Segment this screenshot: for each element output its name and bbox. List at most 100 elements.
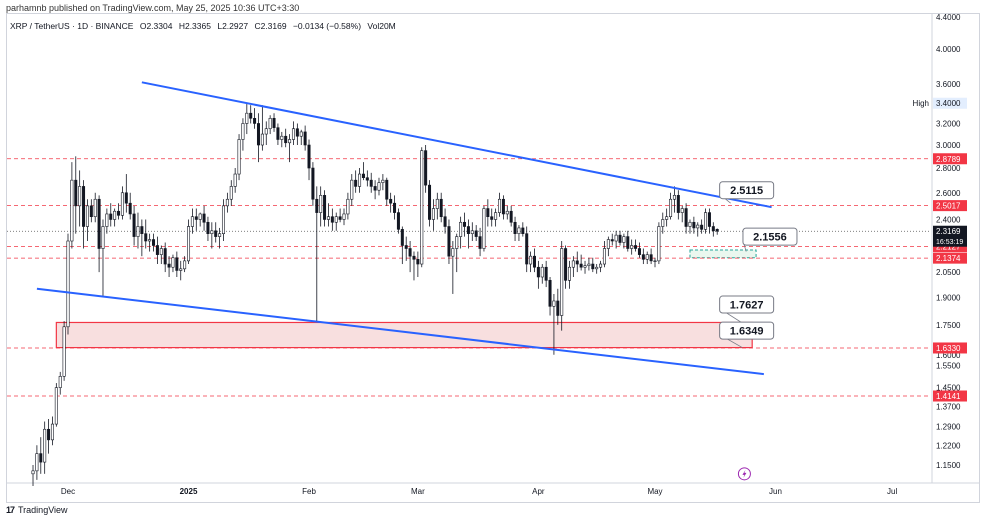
candle-body — [179, 268, 183, 271]
high-price-tag-bg — [933, 97, 967, 109]
candle — [233, 168, 237, 193]
candle-body — [280, 135, 284, 140]
y-tick-label: 2.8000 — [936, 164, 961, 173]
candle-body — [540, 266, 544, 278]
candle-body — [50, 423, 54, 441]
candle — [276, 123, 280, 146]
level-price-tag: 2.1374 — [936, 254, 961, 263]
candle — [128, 192, 132, 220]
level-price-tag: 2.2127 — [936, 243, 961, 252]
candle — [521, 222, 525, 237]
tradingview-logo-icon: 17 — [6, 505, 15, 515]
candle-body — [311, 167, 315, 200]
candle — [241, 118, 245, 151]
candle-body — [544, 266, 548, 281]
y-tick-label: 1.6000 — [936, 351, 961, 360]
y-tick-label: 1.7500 — [936, 321, 961, 330]
candle — [532, 248, 536, 273]
candle — [447, 219, 451, 265]
candle — [482, 205, 486, 252]
candle-body — [711, 226, 715, 232]
candle — [249, 105, 253, 124]
candle-body — [474, 230, 478, 237]
candle — [35, 445, 39, 480]
candle — [669, 192, 673, 220]
candle — [152, 233, 156, 252]
legend-close: C2.3169 — [254, 21, 287, 31]
candle — [420, 147, 424, 268]
y-tick-label: 2.0500 — [936, 268, 961, 277]
candle — [307, 139, 311, 181]
y-tick-label: 2.6000 — [936, 189, 961, 198]
candle — [326, 203, 330, 227]
candle — [179, 260, 183, 281]
candle — [404, 236, 408, 261]
candle — [373, 180, 377, 200]
candle — [466, 219, 470, 249]
candle-body — [101, 226, 105, 249]
candle-body — [338, 216, 342, 220]
candle-body — [404, 245, 408, 249]
candle-body — [396, 212, 400, 230]
x-tick-label: Apr — [532, 487, 545, 496]
candle — [412, 251, 416, 281]
candle — [323, 190, 327, 227]
candle — [556, 288, 560, 325]
x-tick-label: Jul — [887, 487, 897, 496]
candle — [509, 205, 513, 227]
candle-body — [93, 198, 97, 218]
candle-body — [369, 179, 373, 187]
candle — [291, 121, 295, 146]
candle — [494, 208, 498, 227]
candle-body — [361, 173, 365, 179]
candle-body — [74, 179, 78, 207]
candle-body — [350, 179, 354, 200]
candle-body — [299, 131, 303, 137]
candle — [62, 321, 66, 381]
candle — [354, 170, 358, 193]
candle — [155, 236, 159, 265]
candle-body — [155, 245, 159, 255]
candle — [144, 219, 148, 249]
candle — [120, 186, 124, 220]
candle-body — [505, 210, 509, 215]
candle-body — [525, 233, 529, 265]
y-tick-label: 1.9000 — [936, 293, 961, 302]
candle-body — [571, 260, 575, 268]
candle-body — [715, 228, 719, 232]
candle — [396, 208, 400, 234]
callout-label: 1.7627 — [730, 300, 764, 312]
candle-body — [610, 239, 614, 242]
candle-body — [187, 226, 191, 262]
candle — [221, 199, 226, 242]
x-tick-label: May — [647, 487, 662, 496]
callout-label: 2.1556 — [753, 232, 787, 244]
green-entry-zone — [689, 249, 757, 259]
candle — [525, 226, 529, 273]
y-tick-label: 4.4000 — [936, 13, 961, 22]
candle-body — [58, 376, 62, 388]
candle — [361, 162, 365, 181]
candle-body — [167, 263, 171, 268]
candle — [463, 212, 467, 237]
callout-box — [719, 321, 775, 340]
candle-body — [548, 280, 552, 307]
candle — [428, 180, 432, 227]
candle-body — [622, 236, 626, 243]
y-tick-label: 1.4500 — [936, 384, 961, 393]
candle-body — [393, 202, 397, 213]
candle-body — [70, 179, 74, 242]
candle-body — [490, 216, 494, 220]
candle — [268, 115, 272, 135]
candle — [148, 233, 152, 252]
candle-body — [35, 453, 39, 472]
candle — [602, 241, 606, 268]
candle-body — [202, 213, 206, 223]
legend-volume: Vol20M — [367, 21, 396, 31]
candle — [183, 256, 187, 273]
candle — [315, 186, 319, 322]
candle — [82, 180, 86, 249]
candle-body — [661, 219, 665, 227]
candle-body — [78, 186, 82, 207]
